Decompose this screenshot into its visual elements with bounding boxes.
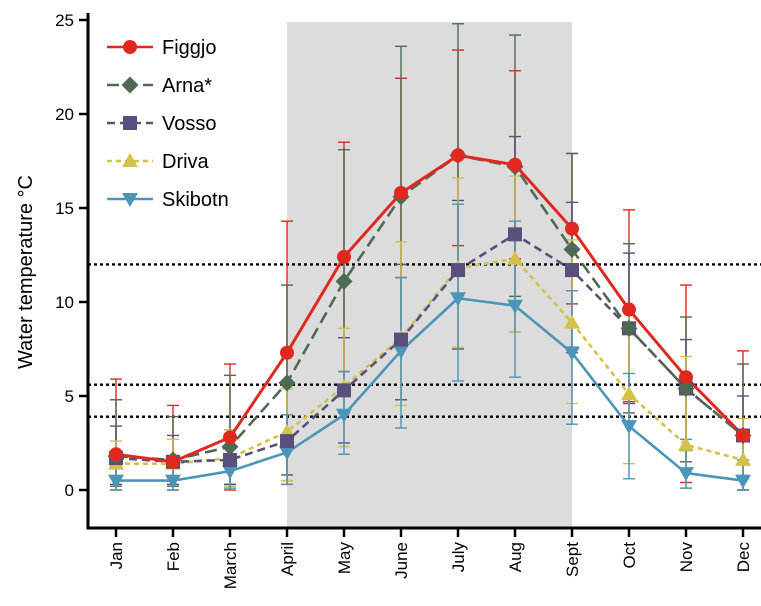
legend-marker-figgjo: [123, 40, 137, 54]
x-tick-label: Oct: [620, 542, 639, 569]
y-tick-label: 5: [65, 387, 74, 406]
shaded-region: [287, 22, 572, 528]
legend-marker-arna: [121, 76, 139, 94]
series-markers: [107, 146, 752, 489]
x-tick-label: Jan: [107, 542, 126, 569]
y-tick-label: 15: [55, 199, 74, 218]
data-point-skibotn: [507, 299, 523, 314]
series-line-skibotn: [116, 296, 744, 482]
data-point-driva: [507, 250, 523, 265]
data-point-skibotn: [336, 408, 352, 423]
y-axis-title: Water temperature °C: [15, 175, 37, 369]
y-tick-label: 25: [55, 11, 74, 30]
data-point-figgjo: [565, 221, 579, 236]
data-point-driva: [564, 314, 580, 329]
data-point-driva: [735, 451, 751, 466]
x-tick-label: May: [335, 542, 354, 575]
x-tick-label: June: [392, 542, 411, 579]
x-tick-label: Nov: [677, 542, 696, 573]
data-point-vosso: [280, 434, 294, 449]
data-point-vosso: [223, 452, 237, 467]
x-tick-label: July: [449, 542, 468, 573]
series-line-figgjo: [115, 153, 745, 464]
series-lines: [115, 153, 745, 482]
data-point-arna: [563, 240, 581, 258]
data-point-skibotn: [393, 344, 409, 359]
y-tick-label: 20: [55, 105, 74, 124]
x-tick-label: Aug: [506, 542, 525, 572]
data-point-skibotn: [678, 467, 694, 482]
data-point-figgjo: [394, 185, 408, 200]
x-tick-label: March: [221, 542, 240, 589]
legend-marker-vosso: [123, 116, 137, 130]
data-point-skibotn: [165, 474, 181, 489]
legend: Figgjo Arna* Vosso Driva Skibotn: [107, 37, 229, 211]
x-tick-label: Feb: [164, 542, 183, 571]
data-point-skibotn: [564, 346, 580, 361]
series-line-driva: [116, 257, 744, 465]
data-point-figgjo: [223, 430, 237, 445]
data-point-driva: [678, 436, 694, 451]
legend-marker-driva: [122, 153, 138, 167]
axes: 0 5 10 15 20 25 Jan Feb March April May June July Aug…: [55, 11, 761, 589]
error-bar: [509, 220, 521, 378]
data-point-figgjo: [166, 454, 180, 469]
data-point-arna: [335, 272, 353, 290]
data-point-vosso: [565, 263, 579, 278]
data-point-figgjo: [679, 370, 693, 385]
x-tick-label: April: [278, 542, 297, 576]
data-point-driva: [621, 386, 637, 401]
data-point-skibotn: [621, 420, 637, 435]
x-tick-label: Sept: [563, 542, 582, 577]
data-point-vosso: [508, 227, 522, 242]
data-point-skibotn: [279, 446, 295, 461]
data-point-arna: [620, 319, 638, 337]
legend-label-driva: Driva: [162, 151, 210, 173]
data-point-skibotn: [735, 474, 751, 489]
reference-lines: [88, 263, 761, 418]
data-point-skibotn: [222, 465, 238, 480]
legend-marker-skibotn: [122, 193, 138, 207]
series-line-vosso: [115, 233, 744, 464]
data-point-figgjo: [451, 148, 465, 163]
y-tick-label: 10: [55, 293, 74, 312]
y-tick-label: 0: [65, 481, 74, 500]
data-point-vosso: [394, 332, 408, 347]
data-point-figgjo: [622, 302, 636, 317]
legend-label-arna: Arna*: [162, 75, 212, 97]
data-point-arna: [278, 374, 296, 392]
data-point-vosso: [337, 383, 351, 398]
data-point-arna: [677, 379, 695, 397]
shaded-period: [287, 22, 572, 528]
x-tick-label: Dec: [734, 542, 753, 573]
data-point-figgjo: [736, 428, 750, 443]
data-point-skibotn: [108, 474, 124, 489]
data-point-figgjo: [109, 447, 123, 462]
data-point-figgjo: [280, 345, 294, 360]
legend-label-skibotn: Skibotn: [162, 189, 229, 211]
data-point-skibotn: [450, 292, 466, 307]
legend-label-figgjo: Figgjo: [162, 37, 216, 59]
data-point-figgjo: [337, 249, 351, 264]
legend-label-vosso: Vosso: [162, 113, 216, 135]
series-line-arna: [115, 154, 744, 462]
data-point-figgjo: [508, 157, 522, 172]
data-point-vosso: [451, 263, 465, 278]
